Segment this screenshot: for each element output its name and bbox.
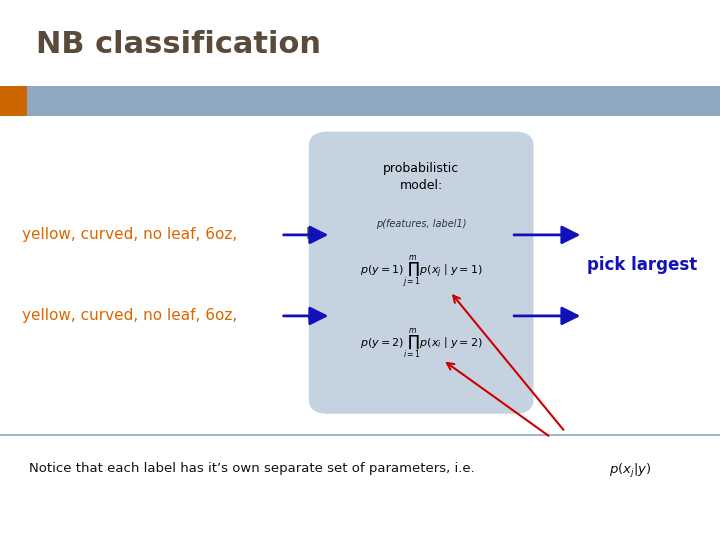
- Text: banana: banana: [305, 227, 363, 242]
- Text: pick largest: pick largest: [587, 255, 697, 274]
- Text: p(features, label1): p(features, label1): [376, 219, 467, 229]
- Text: yellow, curved, no leaf, 6oz,: yellow, curved, no leaf, 6oz,: [22, 227, 242, 242]
- Bar: [0, 86, 27, 116]
- Text: apple: apple: [305, 308, 348, 323]
- Text: yellow, curved, no leaf, 6oz,: yellow, curved, no leaf, 6oz,: [22, 308, 242, 323]
- Bar: [0, 86, 720, 116]
- Text: $p(y=1)\prod_{j=1}^{m}p(x_j\mid y=1)$: $p(y=1)\prod_{j=1}^{m}p(x_j\mid y=1)$: [360, 254, 482, 291]
- Text: Notice that each label has it’s own separate set of parameters, i.e.: Notice that each label has it’s own sepa…: [29, 462, 479, 475]
- Text: $p(y=2)\prod_{i=1}^{m}p(x_i\mid y=2)$: $p(y=2)\prod_{i=1}^{m}p(x_i\mid y=2)$: [360, 327, 482, 361]
- FancyBboxPatch shape: [310, 132, 533, 413]
- Text: $p(x_j|y)$: $p(x_j|y)$: [609, 462, 652, 480]
- Text: probabilistic
model:: probabilistic model:: [383, 162, 459, 192]
- Text: Notice that each label has it’s own separate set of parameters, i.e.: Notice that each label has it’s own sepa…: [29, 462, 479, 475]
- Text: NB classification: NB classification: [36, 30, 321, 59]
